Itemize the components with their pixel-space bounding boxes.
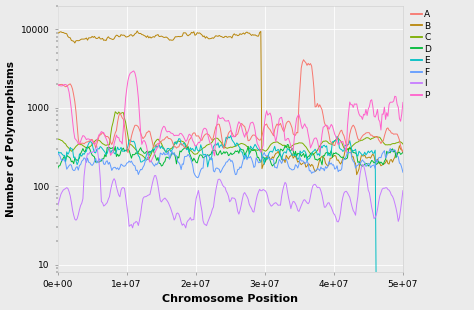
X-axis label: Chromosome Position: Chromosome Position [162,294,298,304]
Y-axis label: Number of Polymorphisms: Number of Polymorphisms [6,61,16,217]
Legend: A, B, C, D, E, F, I, P: A, B, C, D, E, F, I, P [411,10,431,100]
